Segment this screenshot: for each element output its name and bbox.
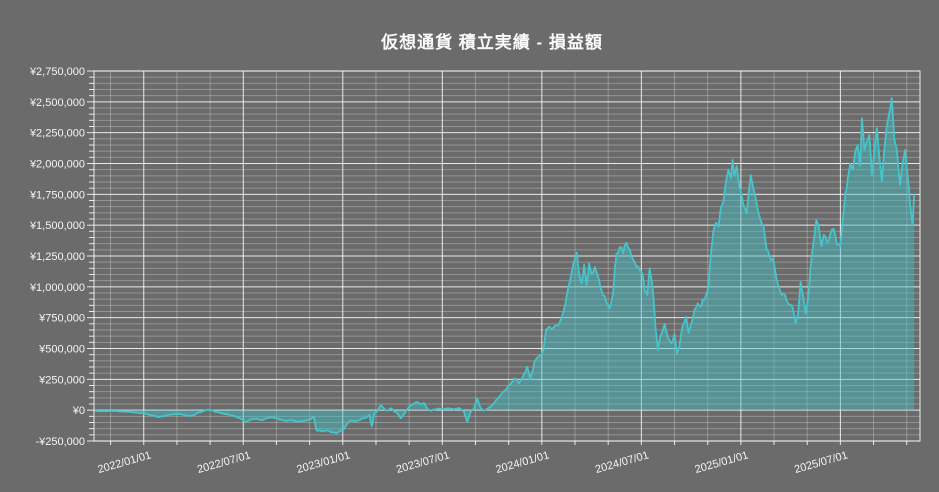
y-axis-label: ¥2,500,000 — [29, 97, 85, 109]
y-axis-label: -¥250,000 — [35, 436, 85, 448]
x-axis-label: 2025/01/01 — [693, 449, 749, 476]
y-axis-label: ¥1,000,000 — [29, 282, 85, 294]
x-axis-label: 2023/01/01 — [295, 449, 351, 476]
y-axis-label: ¥1,250,000 — [29, 251, 85, 263]
x-axis-label: 2024/01/01 — [494, 449, 550, 476]
series-area-profit-loss — [94, 98, 915, 434]
y-axis-label: ¥500,000 — [38, 344, 85, 356]
x-axis-label: 2025/07/01 — [793, 449, 849, 476]
y-axis-label: ¥1,750,000 — [29, 189, 85, 201]
y-axis-label: ¥2,750,000 — [29, 66, 85, 78]
plot-border — [93, 70, 921, 442]
y-axis-label: ¥0 — [72, 405, 85, 417]
x-axis-label: 2022/01/01 — [96, 449, 152, 476]
x-axis-label: 2024/07/01 — [594, 449, 650, 476]
chart-title: 仮想通貨 積立実績 - 損益額 — [381, 33, 603, 52]
y-axis-label: ¥1,500,000 — [29, 220, 85, 232]
y-axis-label: ¥2,250,000 — [29, 128, 85, 140]
y-axis-label: ¥2,000,000 — [29, 159, 85, 171]
series-line-profit-loss — [94, 97, 916, 435]
x-axis-label: 2023/07/01 — [395, 449, 451, 476]
y-axis-label: ¥750,000 — [38, 313, 85, 325]
x-axis-label: 2022/07/01 — [196, 449, 252, 476]
y-axis-label: ¥250,000 — [38, 374, 85, 386]
